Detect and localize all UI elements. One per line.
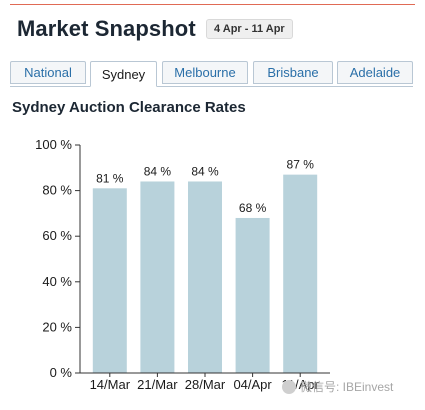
x-tick-label: 14/Mar: [90, 377, 131, 392]
y-tick-label: 80 %: [42, 183, 72, 198]
watermark-text: 微信号: IBEinvest: [300, 380, 394, 394]
top-accent-rule: [10, 4, 415, 5]
chart-section-title: Sydney Auction Clearance Rates: [12, 99, 246, 116]
bar-value-label: 84 %: [144, 164, 172, 178]
y-tick-label: 60 %: [42, 228, 72, 243]
x-tick-label: 21/Mar: [137, 377, 178, 392]
bar-28-mar: [188, 181, 222, 373]
x-tick-label: 04/Apr: [233, 377, 272, 392]
tab-sydney[interactable]: Sydney: [90, 61, 157, 87]
y-tick-label: 0 %: [50, 365, 73, 380]
bar-14-mar: [92, 188, 127, 373]
clearance-rate-chart: 0 % 20 % 40 % 60 % 80 % 100 % 81 % 84 % 84 % 68 …: [35, 137, 330, 392]
page-title: Market Snapshot: [17, 16, 196, 41]
bar-value-label: 87 %: [287, 158, 315, 172]
bar-11-apr: [283, 174, 318, 373]
y-tick-label: 40 %: [42, 274, 72, 289]
wechat-icon: [282, 379, 296, 394]
watermark: 微信号: IBEinvest: [282, 378, 393, 395]
y-tick-label: 20 %: [42, 319, 72, 334]
tab-national[interactable]: National: [10, 61, 86, 84]
bar-04-apr: [235, 217, 270, 373]
tab-melbourne[interactable]: Melbourne: [162, 61, 248, 84]
bar-value-label: 81 %: [96, 171, 124, 185]
bar-value-label: 84 %: [191, 164, 219, 178]
bar-value-label: 68 %: [239, 201, 267, 215]
date-range-badge: 4 Apr - 11 Apr: [206, 19, 293, 39]
x-tick-label: 28/Mar: [185, 377, 226, 392]
city-tab-bar: National Sydney Melbourne Brisbane Adela…: [10, 61, 413, 87]
tab-brisbane[interactable]: Brisbane: [253, 61, 333, 84]
tab-adelaide[interactable]: Adelaide: [337, 61, 413, 84]
bar-21-mar: [140, 181, 175, 373]
y-tick-label: 100 %: [35, 137, 72, 152]
